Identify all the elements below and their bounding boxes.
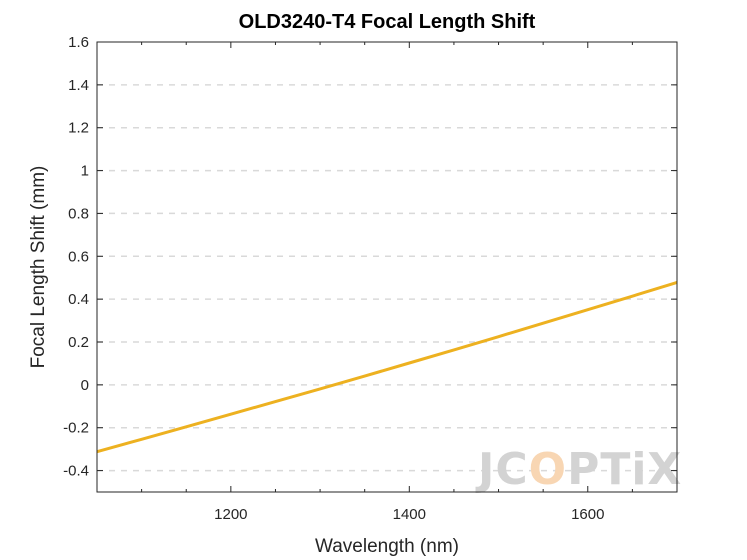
y-tick-label: 1.2 — [68, 120, 89, 137]
y-tick-labels: -0.4 -0.2 0 0.2 0.4 0.6 0.8 1 1.2 1.4 1.6 — [63, 34, 89, 480]
watermark-part-2: O — [529, 444, 567, 495]
x-tick-label: 1600 — [571, 506, 604, 523]
focal-shift-line — [96, 280, 678, 454]
chart-title: OLD3240-T4 Focal Length Shift — [239, 11, 536, 33]
y-tick-label: 1.6 — [68, 34, 89, 51]
x-tick-label: 1200 — [214, 506, 247, 523]
watermark-text: JCOPTiX — [475, 444, 682, 495]
watermark-part-1: JC — [475, 444, 529, 495]
y-tick-label: 0.2 — [68, 334, 89, 351]
grid-lines — [97, 84, 677, 472]
x-axis-label: Wavelength (nm) — [315, 536, 459, 557]
series-group — [96, 280, 678, 454]
y-tick-label: -0.2 — [63, 420, 89, 437]
y-axis-label: Focal Length Shift (mm) — [28, 166, 49, 369]
y-tick-label: 0.6 — [68, 248, 89, 265]
watermark-part-3: PTiX — [567, 444, 682, 495]
y-tick-label: 0.8 — [68, 205, 89, 222]
x-tick-labels: 1200 1400 1600 — [214, 506, 604, 523]
y-tick-label: 0.4 — [68, 291, 89, 308]
y-tick-label: -0.4 — [63, 463, 89, 480]
y-tick-label: 1 — [81, 163, 89, 180]
x-tick-label: 1400 — [393, 506, 426, 523]
plot-frame — [96, 41, 678, 493]
y-tick-label: 1.4 — [68, 77, 89, 94]
y-tick-label: 0 — [81, 377, 89, 394]
axis-ticks — [97, 41, 677, 492]
watermark-logo: JCOPTiX — [475, 444, 682, 495]
